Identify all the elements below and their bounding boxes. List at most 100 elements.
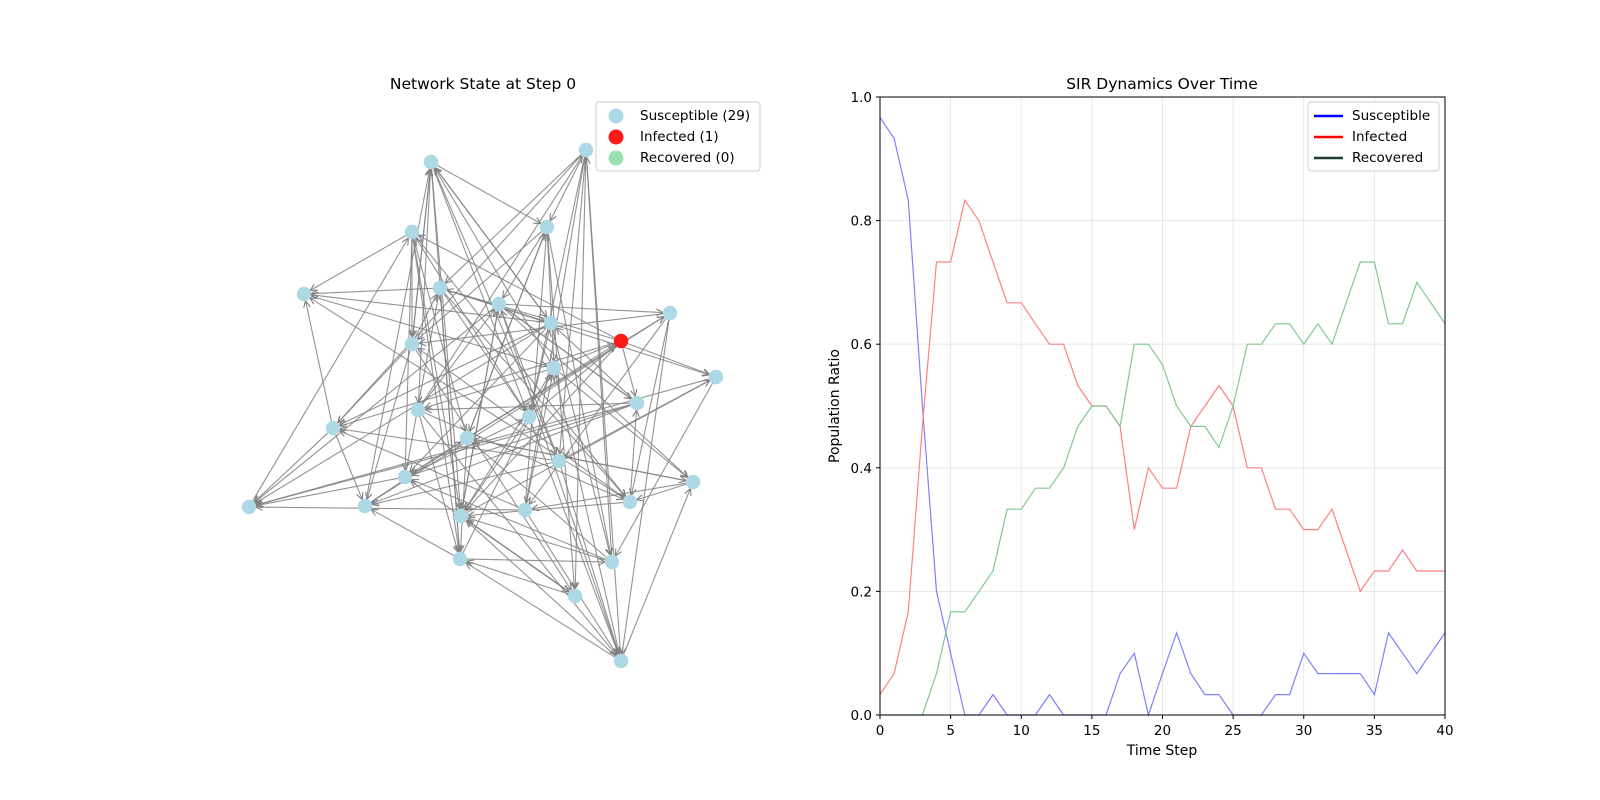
network-edge bbox=[412, 480, 606, 560]
network-edge bbox=[335, 434, 363, 500]
network-edge bbox=[623, 489, 691, 655]
legend-infected-label: Infected (1) bbox=[640, 129, 719, 145]
x-tick-label: 25 bbox=[1225, 723, 1242, 739]
susceptible-node bbox=[357, 498, 373, 514]
network-edge bbox=[421, 310, 494, 405]
susceptible-node bbox=[685, 474, 701, 490]
network-legend-frame bbox=[595, 101, 761, 172]
x-tick-label: 15 bbox=[1083, 723, 1100, 739]
legend-recovered-label: Recovered (0) bbox=[640, 150, 735, 166]
y-axis-ticks: 0.0 0.2 0.4 0.6 0.8 1.0 bbox=[851, 90, 880, 724]
susceptible-node bbox=[708, 369, 724, 385]
network-edge bbox=[412, 169, 431, 338]
infected-node bbox=[613, 333, 629, 349]
network-edge bbox=[414, 294, 437, 338]
network-edge bbox=[560, 344, 615, 366]
network-edge bbox=[462, 374, 551, 553]
network-edge bbox=[575, 156, 587, 589]
y-axis-label: Population Ratio bbox=[827, 349, 843, 463]
network-edge bbox=[252, 238, 409, 502]
network-edge bbox=[622, 347, 636, 396]
legend-susceptible-marker bbox=[608, 108, 624, 124]
network-edge bbox=[365, 169, 429, 500]
susceptible-node bbox=[546, 360, 562, 376]
network-edge bbox=[419, 416, 458, 553]
susceptible-node bbox=[241, 499, 257, 515]
susceptible-node bbox=[452, 551, 468, 567]
network-edge bbox=[421, 415, 616, 655]
network-edge bbox=[310, 295, 548, 366]
susceptible-node bbox=[521, 409, 537, 425]
network-edge bbox=[559, 371, 687, 477]
network-edge bbox=[560, 467, 619, 655]
network-edge bbox=[256, 404, 631, 505]
series-line-infected bbox=[879, 198, 1445, 695]
x-tick-label: 0 bbox=[876, 723, 885, 739]
susceptible-node bbox=[567, 588, 583, 604]
network-nodes bbox=[241, 142, 724, 669]
susceptible-node bbox=[325, 420, 341, 436]
network-edge bbox=[412, 238, 460, 509]
network-edge bbox=[310, 235, 407, 291]
x-tick-label: 5 bbox=[946, 723, 955, 739]
sir-chart: SIR Dynamics Over Time 0 5 10 15 20 25 30 35 40 … bbox=[827, 75, 1454, 759]
network-edge bbox=[525, 375, 552, 504]
network-edge bbox=[532, 482, 687, 509]
network-edge bbox=[461, 311, 498, 510]
chart-grid bbox=[879, 96, 1446, 716]
network-edge bbox=[467, 520, 570, 593]
network-edge bbox=[500, 310, 618, 655]
y-tick-label: 0.6 bbox=[851, 337, 872, 353]
susceptible-node bbox=[629, 395, 645, 411]
network-edge bbox=[446, 289, 710, 375]
network-edge bbox=[418, 168, 432, 403]
network-edge bbox=[465, 373, 551, 510]
network-edge bbox=[416, 238, 526, 412]
y-tick-label: 0.8 bbox=[851, 214, 872, 230]
network-edge bbox=[425, 402, 631, 410]
network-edge bbox=[466, 521, 617, 657]
susceptible-node bbox=[517, 502, 533, 518]
network-edge bbox=[504, 307, 632, 399]
network-edge bbox=[637, 483, 687, 500]
network-edge bbox=[419, 313, 664, 343]
legend-text-recovered: Recovered bbox=[1352, 150, 1423, 166]
legend-text-infected: Infected bbox=[1352, 129, 1407, 145]
network-edge bbox=[465, 422, 526, 510]
network-panel: Network State at Step 0 Susceptible (29)… bbox=[241, 75, 761, 669]
network-edge bbox=[502, 311, 558, 455]
susceptible-node bbox=[491, 296, 507, 312]
susceptible-node bbox=[404, 224, 420, 240]
network-edge bbox=[627, 342, 710, 375]
network-edge bbox=[412, 404, 631, 475]
susceptible-node bbox=[410, 402, 426, 418]
network-edge bbox=[622, 319, 670, 654]
network-edge bbox=[468, 518, 606, 561]
network-edge bbox=[472, 443, 608, 558]
network-edge bbox=[560, 156, 586, 454]
network-edge bbox=[436, 164, 541, 223]
network-edge bbox=[255, 326, 546, 504]
x-tick-label: 10 bbox=[1013, 723, 1030, 739]
network-edge bbox=[412, 238, 459, 552]
susceptible-node bbox=[622, 494, 638, 510]
network-edge bbox=[371, 509, 455, 557]
network-edge bbox=[631, 319, 670, 495]
y-tick-label: 0.4 bbox=[851, 461, 872, 477]
network-title: Network State at Step 0 bbox=[390, 75, 576, 93]
susceptible-node bbox=[613, 653, 629, 669]
susceptible-node bbox=[551, 453, 567, 469]
network-edge bbox=[418, 348, 625, 499]
network-edge bbox=[466, 380, 710, 514]
network-edge bbox=[339, 325, 545, 425]
network-edge bbox=[411, 344, 616, 474]
network-edge bbox=[405, 295, 438, 471]
network-edge bbox=[529, 318, 667, 505]
network-edge bbox=[338, 348, 408, 423]
chart-title: SIR Dynamics Over Time bbox=[1066, 75, 1258, 93]
legend-infected-marker bbox=[608, 129, 624, 145]
susceptible-node bbox=[539, 219, 555, 235]
network-edge bbox=[547, 233, 610, 555]
network-edge bbox=[466, 559, 605, 562]
network-edge bbox=[445, 154, 582, 283]
